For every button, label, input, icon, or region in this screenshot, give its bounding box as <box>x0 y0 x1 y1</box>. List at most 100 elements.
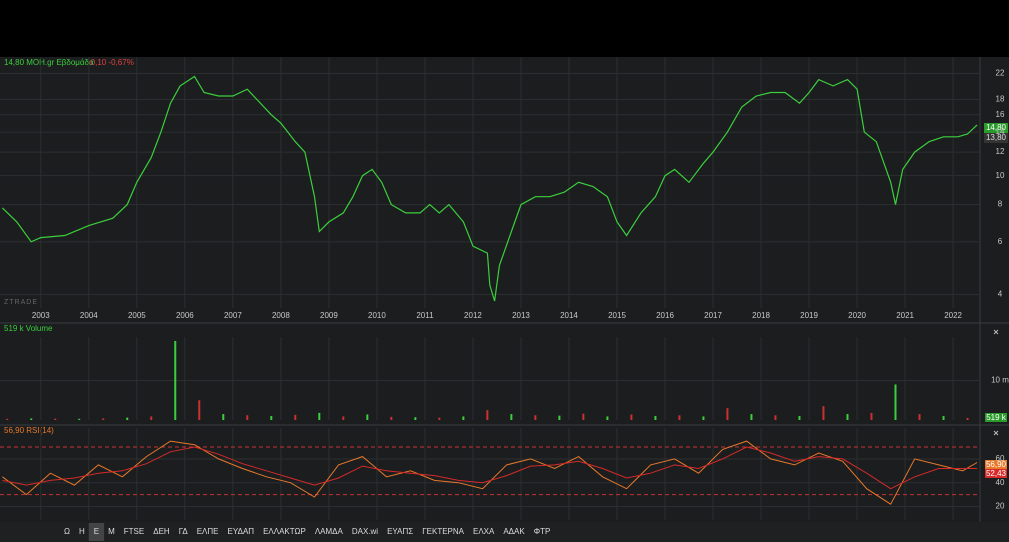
toolbar-item[interactable]: M <box>108 527 115 536</box>
toolbar-item[interactable]: ΕΛΧΑ <box>473 527 495 536</box>
y-tick-label: 10 m <box>991 376 1009 385</box>
volume-bar <box>582 413 585 420</box>
toolbar-item[interactable]: ΑΔΑΚ <box>503 527 525 536</box>
volume-bar <box>294 414 297 420</box>
tag-bg <box>985 413 1007 422</box>
x-tick-label: 2009 <box>320 311 338 320</box>
x-tick-label: 2017 <box>704 311 722 320</box>
toolbar <box>0 522 1009 542</box>
volume-bar <box>606 416 609 420</box>
toolbar-items: Ω H E M FTSE ΔΕΗ ΓΔ ΕΛΠΕ ΕΥΔΑΠ ΕΛΛΑΚΤΩΡ ΛΑΜΔΑ DAX.w… <box>64 523 550 541</box>
x-tick-label: 2019 <box>800 311 818 320</box>
volume-bar <box>774 415 777 420</box>
volume-bar <box>702 416 705 420</box>
volume-bar <box>510 414 513 420</box>
volume-bar <box>246 415 249 420</box>
x-tick-label: 2016 <box>656 311 674 320</box>
volume-bar <box>102 418 105 420</box>
volume-bar <box>30 418 33 420</box>
series-line <box>2 440 978 505</box>
x-tick-label: 2022 <box>944 311 962 320</box>
volume-bar <box>366 414 369 420</box>
x-tick-label: 2006 <box>176 311 194 320</box>
volume-bar <box>942 416 945 420</box>
y-tick-label: 14 <box>996 127 1005 136</box>
volume-bar <box>126 417 129 420</box>
tag-bg <box>985 469 1007 478</box>
rsi-tag: 56,90 <box>986 460 1007 469</box>
volume-bar <box>630 414 633 420</box>
y-tick-label: 60 <box>996 454 1005 463</box>
toolbar-active <box>88 523 105 541</box>
x-tick-label: 2014 <box>560 311 578 320</box>
toolbar-item[interactable]: FTSE <box>124 527 144 536</box>
toolbar-item[interactable]: ΔΕΗ <box>153 527 170 536</box>
volume-tag: 519 k <box>986 413 1007 422</box>
volume-bar <box>894 384 897 420</box>
y-tick-label: 6 <box>998 237 1003 246</box>
volume-bar <box>174 340 177 420</box>
volume-bar <box>798 416 801 420</box>
volume-bar <box>222 414 225 420</box>
toolbar-item[interactable]: ΓΕΚΤΕΡΝΑ <box>422 527 464 536</box>
x-tick-label: 2003 <box>32 311 50 320</box>
x-tick-label: 2004 <box>80 311 98 320</box>
close-icon[interactable] <box>993 430 999 436</box>
x-tick-label: 2011 <box>416 311 434 320</box>
x-tick-label: 2008 <box>272 311 290 320</box>
volume-bar <box>54 418 57 420</box>
y-tick-label: 4 <box>998 289 1003 298</box>
volume-bar <box>270 416 273 420</box>
volume-bar <box>870 412 873 420</box>
toolbar-item[interactable]: ΕΛΛΑΚΤΩΡ <box>263 527 306 536</box>
volume-bar <box>150 416 153 420</box>
toolbar-item[interactable]: E <box>94 527 99 536</box>
price-tag: 14,80 <box>986 123 1007 132</box>
volume-bar <box>654 416 657 420</box>
volume-bar <box>342 416 345 420</box>
volume-bar <box>78 418 81 420</box>
x-tick-label: 2007 <box>224 311 242 320</box>
rsi-tag: 52,43 <box>986 469 1007 478</box>
volume-bar <box>534 415 537 420</box>
volume-bar <box>558 415 561 420</box>
close-icon[interactable] <box>993 329 999 335</box>
top-band <box>0 0 1009 57</box>
quote: 14,80 ΜΟΗ.gr Εβδομάδα <box>4 58 94 67</box>
volume-bar <box>918 414 921 420</box>
volume-bar <box>678 415 681 420</box>
volume-bar <box>822 406 825 420</box>
toolbar-item[interactable]: DAX.wi <box>352 527 378 536</box>
y-tick-label: 16 <box>996 110 1005 119</box>
toolbar-item[interactable]: ΛΑΜΔΑ <box>315 527 344 536</box>
panel-title: 519 k Volume <box>4 324 53 333</box>
toolbar-item[interactable]: Ω <box>64 527 70 536</box>
toolbar-item[interactable]: ΕΥΔΑΠ <box>228 527 255 536</box>
panel-title: 56,90 RSI(14) <box>4 426 54 435</box>
x-tick-label: 2021 <box>896 311 914 320</box>
volume-bar <box>966 417 969 420</box>
watermark: ZTRADE <box>4 299 38 306</box>
x-tick-label: 2015 <box>608 311 626 320</box>
volume-bar <box>414 417 417 420</box>
price-tag-bg <box>984 123 1008 133</box>
volume-bar <box>318 412 321 420</box>
volume-bar <box>6 418 9 420</box>
toolbar-item[interactable]: ΕΥΑΠΣ <box>387 527 413 536</box>
x-tick-label: 2020 <box>848 311 866 320</box>
x-tick-label: 2018 <box>752 311 770 320</box>
x-tick-label: 2013 <box>512 311 530 320</box>
volume-bar <box>726 408 729 420</box>
volume-bar <box>462 416 465 420</box>
toolbar-item[interactable]: ΦΤΡ <box>534 527 551 536</box>
x-tick-label: 2005 <box>128 311 146 320</box>
toolbar-item[interactable]: ΕΛΠΕ <box>197 527 219 536</box>
toolbar-item[interactable]: H <box>79 527 85 536</box>
change: -0,10 -0,67% <box>88 58 134 67</box>
y-tick-label: 8 <box>998 200 1003 209</box>
tag-bg <box>985 460 1007 469</box>
toolbar-item[interactable]: ΓΔ <box>179 527 189 536</box>
price-tag: 13,80 <box>986 133 1007 142</box>
y-tick-label: 40 <box>996 478 1005 487</box>
